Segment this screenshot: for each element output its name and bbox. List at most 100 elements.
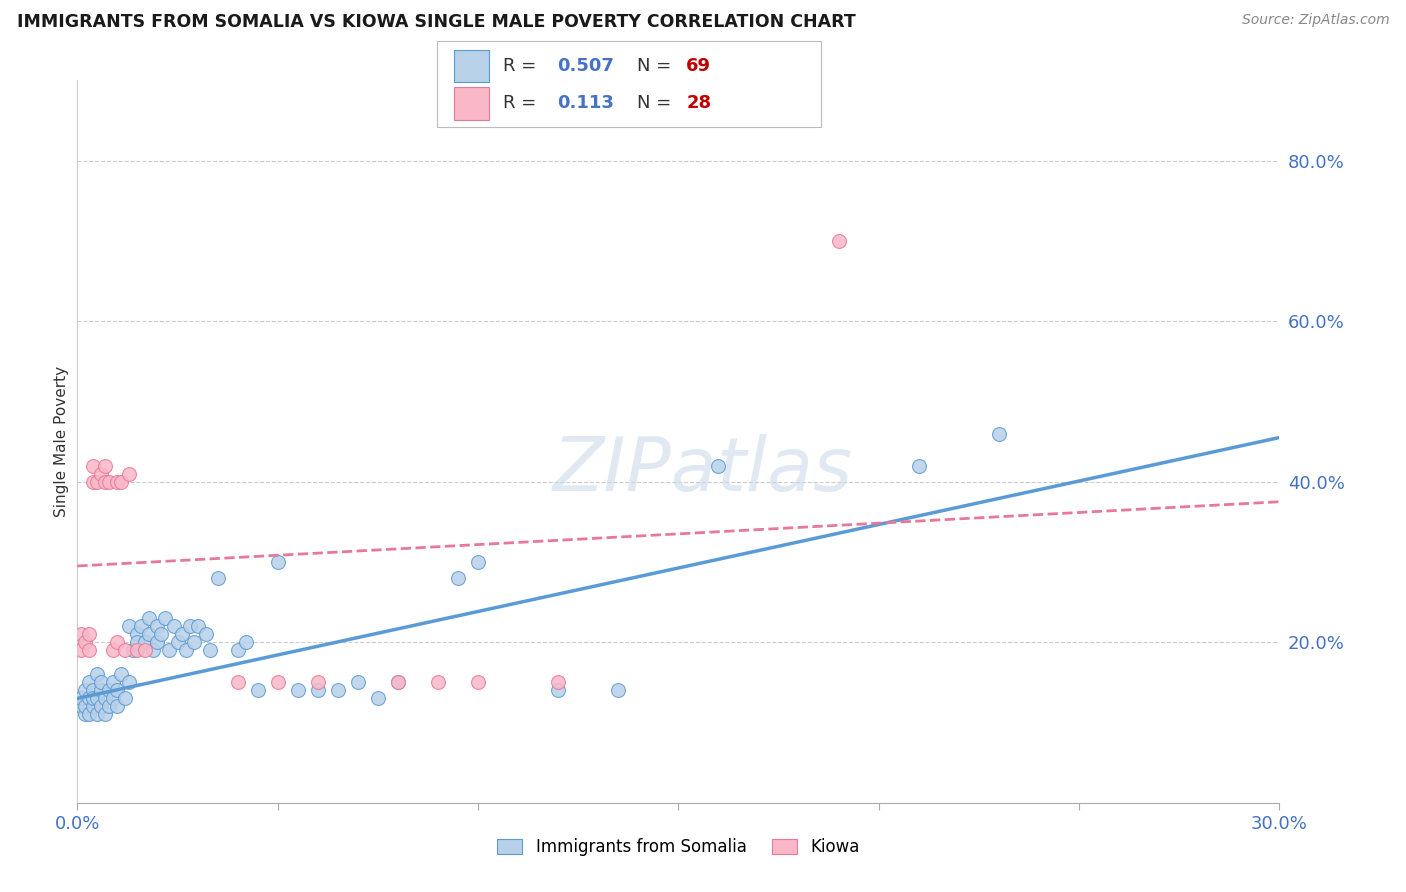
Point (107, 475, 129, 489)
Point (186, 619, 209, 633)
Text: IMMIGRANTS FROM SOMALIA VS KIOWA SINGLE MALE POVERTY CORRELATION CHART: IMMIGRANTS FROM SOMALIA VS KIOWA SINGLE … (17, 13, 856, 31)
Point (347, 675, 370, 690)
Point (138, 611, 160, 625)
Point (367, 691, 389, 706)
Point (198, 643, 221, 657)
Y-axis label: Single Male Poverty: Single Male Poverty (53, 366, 69, 517)
Point (110, 667, 132, 681)
Point (547, 683, 569, 698)
Point (159, 643, 181, 657)
Point (70, 691, 93, 706)
Point (908, 458, 931, 473)
Point (98, 475, 121, 489)
Point (94, 691, 117, 706)
Point (146, 619, 169, 633)
Point (607, 683, 630, 698)
Point (79, 691, 101, 706)
Point (75, 683, 97, 698)
Point (98, 683, 121, 698)
Point (79, 627, 101, 641)
Point (267, 555, 290, 569)
Point (90, 467, 112, 481)
Point (447, 571, 470, 585)
Point (828, 234, 851, 248)
Point (82, 458, 104, 473)
Text: 28: 28 (686, 95, 711, 112)
Point (122, 643, 145, 657)
Text: R =: R = (503, 95, 543, 112)
Point (134, 643, 156, 657)
Point (98, 699, 121, 714)
Point (142, 643, 165, 657)
Point (82, 699, 104, 714)
Point (103, 643, 125, 657)
Text: R =: R = (503, 57, 543, 75)
Point (82, 683, 104, 698)
Point (162, 619, 184, 633)
Text: Source: ZipAtlas.com: Source: ZipAtlas.com (1241, 13, 1389, 28)
Point (110, 475, 132, 489)
Point (90, 699, 112, 714)
Point (155, 611, 177, 625)
Point (207, 571, 229, 585)
Point (467, 555, 489, 569)
Point (127, 627, 149, 641)
Point (138, 627, 160, 641)
Point (134, 635, 156, 649)
Point (86, 691, 108, 706)
Text: 0.113: 0.113 (557, 95, 613, 112)
Point (75, 707, 97, 722)
Point (326, 683, 349, 698)
Point (127, 635, 149, 649)
Text: 69: 69 (686, 57, 711, 75)
Point (118, 467, 141, 481)
Text: N =: N = (637, 95, 676, 112)
Point (118, 675, 141, 690)
Point (150, 627, 173, 641)
Point (82, 691, 104, 706)
Point (547, 675, 569, 690)
Point (267, 675, 290, 690)
Point (79, 675, 101, 690)
Point (179, 619, 201, 633)
Point (86, 707, 108, 722)
Point (146, 635, 169, 649)
Text: 0.507: 0.507 (557, 57, 613, 75)
Point (114, 691, 136, 706)
Point (114, 643, 136, 657)
Point (86, 475, 108, 489)
Point (90, 675, 112, 690)
Point (307, 683, 329, 698)
Text: ZIPatlas: ZIPatlas (553, 434, 852, 507)
Point (70, 699, 93, 714)
Point (103, 691, 125, 706)
Point (107, 699, 129, 714)
Point (287, 683, 309, 698)
Point (75, 635, 97, 649)
Point (70, 643, 93, 657)
Point (103, 675, 125, 690)
Point (127, 643, 149, 657)
Point (131, 619, 153, 633)
Point (107, 683, 129, 698)
Point (107, 635, 129, 649)
Point (707, 458, 730, 473)
Point (988, 426, 1011, 441)
Point (427, 675, 450, 690)
Point (166, 635, 188, 649)
Point (226, 643, 249, 657)
Point (183, 635, 205, 649)
Point (194, 627, 217, 641)
Point (90, 683, 112, 698)
Point (94, 707, 117, 722)
Point (174, 643, 197, 657)
Point (79, 643, 101, 657)
Text: N =: N = (637, 57, 676, 75)
Point (387, 675, 409, 690)
Point (307, 675, 329, 690)
Point (94, 458, 117, 473)
Point (86, 667, 108, 681)
Point (118, 619, 141, 633)
Point (82, 475, 104, 489)
Point (170, 627, 193, 641)
